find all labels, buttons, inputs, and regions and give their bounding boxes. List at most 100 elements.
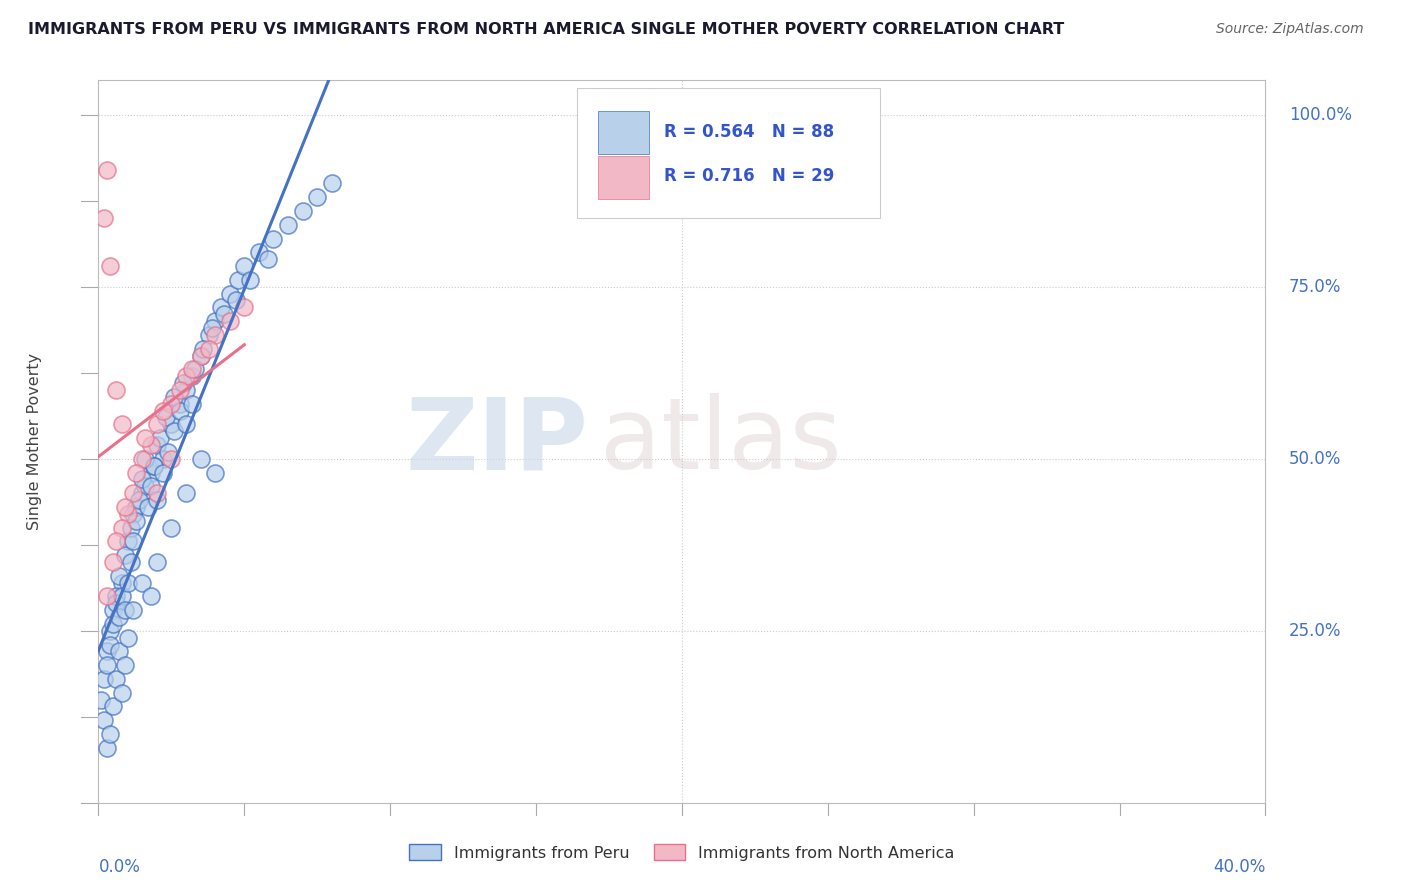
Point — [111, 590, 134, 604]
Point — [122, 486, 145, 500]
Point — [96, 644, 118, 658]
Point — [163, 390, 186, 404]
Point — [160, 451, 183, 466]
Point — [134, 479, 156, 493]
Point — [108, 610, 131, 624]
Point — [169, 403, 191, 417]
Point — [108, 644, 131, 658]
Point — [134, 431, 156, 445]
Point — [180, 397, 202, 411]
Point — [307, 190, 329, 204]
Point — [174, 369, 197, 384]
Point — [90, 692, 112, 706]
Point — [131, 575, 153, 590]
Point — [98, 259, 121, 273]
Point — [193, 342, 215, 356]
Point — [174, 417, 197, 432]
Point — [169, 383, 191, 397]
Point — [111, 520, 134, 534]
Point — [291, 204, 314, 219]
Text: IMMIGRANTS FROM PERU VS IMMIGRANTS FROM NORTH AMERICA SINGLE MOTHER POVERTY CORR: IMMIGRANTS FROM PERU VS IMMIGRANTS FROM … — [28, 22, 1064, 37]
Point — [93, 211, 115, 225]
Legend: Immigrants from Peru, Immigrants from North America: Immigrants from Peru, Immigrants from No… — [404, 838, 960, 867]
Text: 25.0%: 25.0% — [1289, 622, 1341, 640]
Point — [114, 548, 136, 562]
Point — [117, 575, 139, 590]
Point — [190, 349, 212, 363]
Point — [101, 699, 124, 714]
Point — [152, 403, 174, 417]
Point — [146, 486, 169, 500]
Point — [120, 520, 142, 534]
Text: R = 0.564   N = 88: R = 0.564 N = 88 — [665, 123, 835, 141]
Point — [146, 555, 169, 569]
FancyBboxPatch shape — [576, 87, 880, 218]
Point — [139, 466, 162, 480]
Point — [198, 327, 221, 342]
Point — [104, 672, 127, 686]
Point — [101, 616, 124, 631]
FancyBboxPatch shape — [598, 112, 650, 154]
Point — [277, 218, 299, 232]
Point — [174, 383, 197, 397]
Text: 50.0%: 50.0% — [1289, 450, 1341, 467]
Point — [96, 658, 118, 673]
Point — [142, 458, 165, 473]
Point — [183, 362, 205, 376]
Point — [198, 342, 221, 356]
Point — [204, 327, 226, 342]
Point — [163, 424, 186, 438]
Point — [93, 672, 115, 686]
Point — [209, 301, 232, 315]
Point — [96, 740, 118, 755]
Point — [128, 493, 150, 508]
Point — [160, 520, 183, 534]
Point — [111, 686, 134, 700]
Point — [152, 451, 174, 466]
Point — [152, 466, 174, 480]
Point — [117, 534, 139, 549]
Point — [104, 383, 127, 397]
Point — [169, 397, 191, 411]
Point — [96, 162, 118, 177]
Point — [160, 417, 183, 432]
Point — [139, 590, 162, 604]
Point — [239, 273, 262, 287]
Point — [104, 596, 127, 610]
Point — [96, 590, 118, 604]
Text: ZIP: ZIP — [406, 393, 589, 490]
Point — [131, 486, 153, 500]
Point — [117, 631, 139, 645]
Point — [204, 314, 226, 328]
Point — [117, 507, 139, 521]
Point — [131, 451, 153, 466]
Point — [256, 252, 278, 267]
Text: 100.0%: 100.0% — [1289, 105, 1351, 124]
Text: atlas: atlas — [600, 393, 842, 490]
Point — [225, 293, 247, 308]
Point — [212, 307, 235, 321]
Point — [172, 376, 194, 390]
Point — [125, 500, 148, 514]
Point — [190, 451, 212, 466]
Point — [98, 638, 121, 652]
Point — [120, 555, 142, 569]
Text: Single Mother Poverty: Single Mother Poverty — [27, 353, 42, 530]
Point — [160, 397, 183, 411]
Point — [98, 727, 121, 741]
Point — [204, 466, 226, 480]
Point — [190, 349, 212, 363]
Point — [122, 507, 145, 521]
Point — [218, 286, 240, 301]
Point — [111, 417, 134, 432]
Point — [134, 451, 156, 466]
Point — [233, 259, 256, 273]
Point — [93, 713, 115, 727]
Point — [114, 603, 136, 617]
Text: R = 0.716   N = 29: R = 0.716 N = 29 — [665, 167, 835, 185]
Point — [201, 321, 224, 335]
Point — [108, 568, 131, 582]
Text: 75.0%: 75.0% — [1289, 277, 1341, 296]
Point — [228, 273, 250, 287]
Point — [104, 590, 127, 604]
